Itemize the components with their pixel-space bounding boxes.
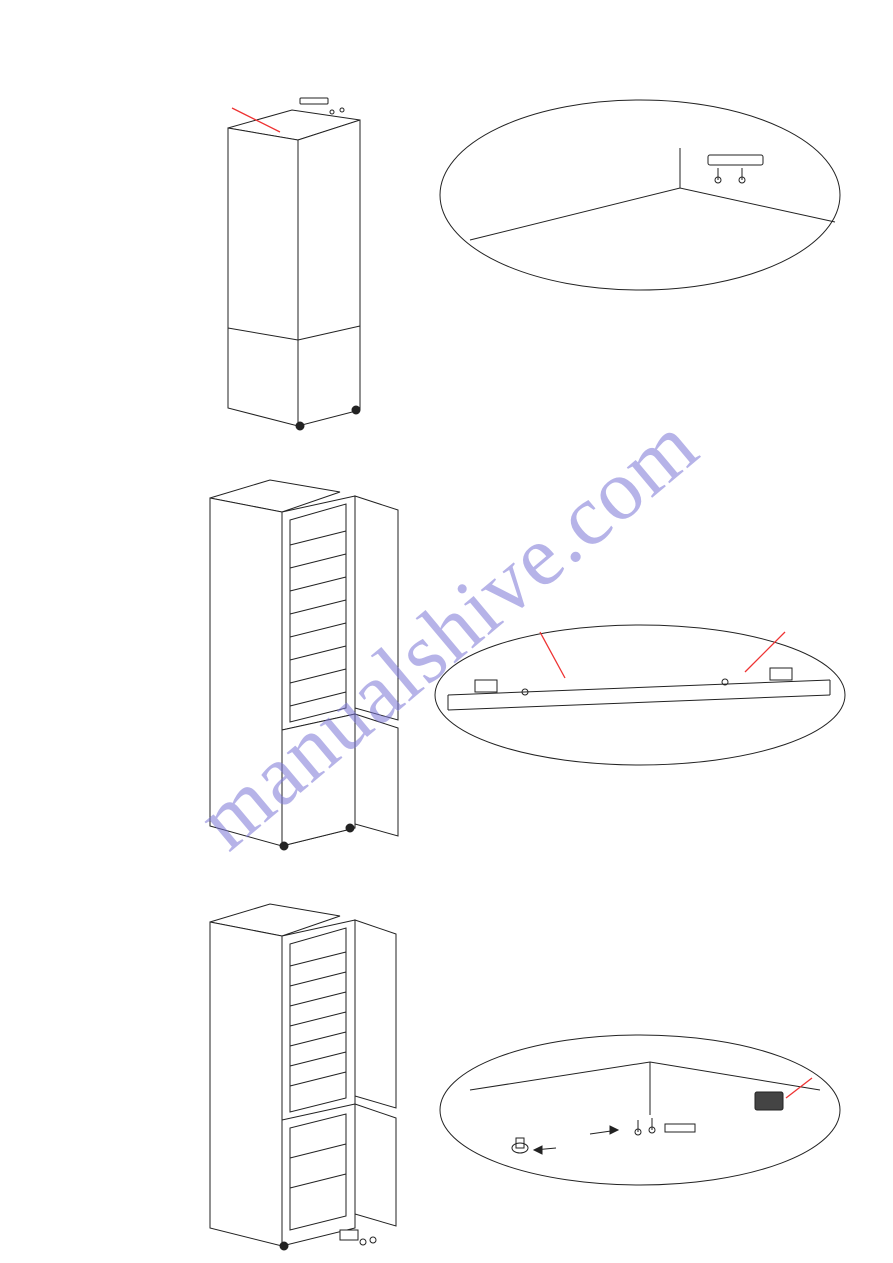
diagram-step-3 — [0, 0, 893, 1263]
fridge-open-bottom — [210, 904, 396, 1250]
